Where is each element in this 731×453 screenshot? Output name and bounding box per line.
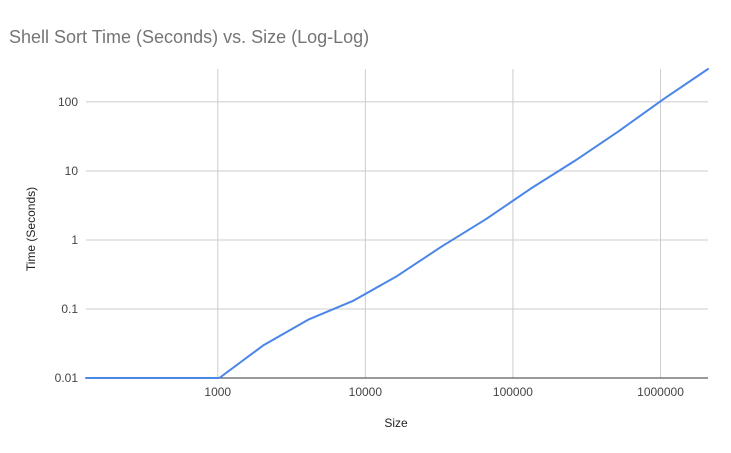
y-tick-label: 1 — [71, 233, 78, 247]
y-axis-label: Time (Seconds) — [24, 187, 38, 271]
x-axis-label: Size — [384, 416, 408, 430]
y-tick-label: 100 — [58, 95, 78, 109]
y-tick-label: 0.01 — [55, 371, 79, 385]
y-axis-ticks: 0.01 0.1 1 10 100 — [55, 95, 79, 385]
series-line — [85, 68, 709, 379]
y-tick-label: 10 — [65, 164, 79, 178]
x-tick-label: 1000 — [204, 385, 231, 399]
y-tick-label: 0.1 — [61, 302, 78, 316]
x-tick-label: 1000000 — [637, 385, 684, 399]
grid — [86, 69, 708, 378]
chart-title: Shell Sort Time (Seconds) vs. Size (Log-… — [9, 27, 369, 47]
x-axis-ticks: 1000 10000 100000 1000000 — [204, 385, 684, 399]
x-tick-label: 10000 — [349, 385, 383, 399]
x-tick-label: 100000 — [493, 385, 533, 399]
